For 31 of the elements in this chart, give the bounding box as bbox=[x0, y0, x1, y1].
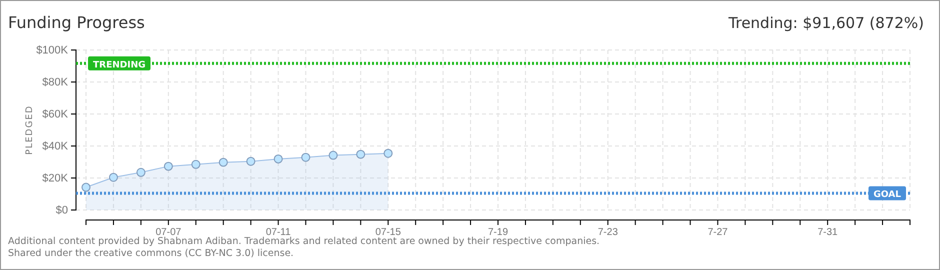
y-tick-label: $0 bbox=[56, 204, 68, 217]
point bbox=[274, 154, 283, 164]
text: Shared under the creative commons (CC BY-NC 3.0) license. bbox=[8, 248, 294, 259]
y-tick-label: $20K bbox=[42, 172, 69, 185]
point bbox=[82, 182, 90, 192]
x-tick-label: 07-15 bbox=[375, 227, 402, 238]
text: Additional content provided by Shabnam Adiban. Trademarks and related content are owned by their respective companies. bbox=[8, 236, 600, 247]
point bbox=[218, 158, 228, 167]
point bbox=[164, 162, 173, 171]
x-tick-label: 07-11 bbox=[266, 227, 292, 238]
y-axis-title: PLEDGED bbox=[25, 105, 35, 155]
point bbox=[191, 160, 200, 169]
point bbox=[328, 150, 338, 160]
point bbox=[108, 172, 118, 182]
y-tick-label: $100K bbox=[36, 44, 69, 57]
point bbox=[246, 156, 256, 166]
chart-title: Funding Progress bbox=[8, 13, 145, 32]
point bbox=[136, 168, 146, 177]
x-tick-label: 7-27 bbox=[708, 227, 728, 238]
text: Trending: $91,607 (872%) bbox=[728, 14, 924, 32]
ref-line-label: GOAL bbox=[874, 190, 902, 200]
point bbox=[384, 148, 393, 158]
ref-line-label: TRENDING bbox=[93, 60, 146, 70]
y-tick-label: $60K bbox=[42, 108, 69, 121]
x-tick-label: 7-31 bbox=[818, 227, 838, 238]
y-tick-label: $40K bbox=[42, 140, 69, 153]
x-tick-label: 7-19 bbox=[488, 227, 508, 238]
point bbox=[356, 150, 366, 159]
y-tick-label: $80K bbox=[42, 76, 69, 89]
point bbox=[301, 152, 310, 162]
x-tick-label: 7-23 bbox=[598, 227, 618, 238]
